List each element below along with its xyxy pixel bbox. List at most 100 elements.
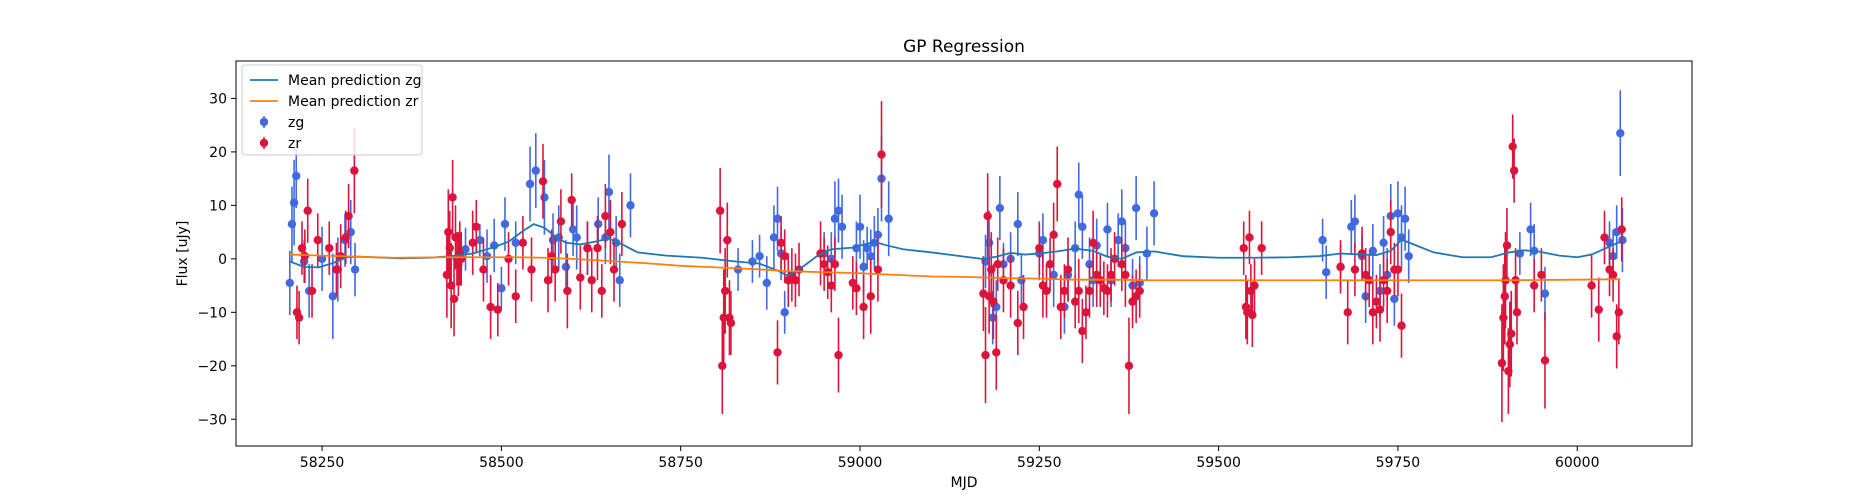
data-point-zr (1382, 286, 1392, 296)
data-point-zr (445, 243, 454, 253)
data-point-zr (1594, 305, 1603, 314)
data-point-zr (444, 227, 453, 237)
data-point-zg (1149, 209, 1159, 218)
data-point-zr (866, 292, 875, 301)
data-point-zg (568, 225, 578, 234)
data-point-zr (780, 251, 789, 261)
data-point-zr (1257, 243, 1266, 253)
data-point-zr (511, 292, 520, 301)
data-point-zr (325, 243, 334, 253)
data-point-zg (626, 201, 635, 210)
data-point-zr (1121, 270, 1130, 280)
data-point-zg (572, 233, 581, 242)
data-point-zg (289, 198, 299, 207)
data-point-zr (834, 350, 843, 360)
data-point-zr (550, 265, 560, 274)
data-point-zg (1404, 251, 1413, 261)
data-point-zg (1390, 294, 1399, 304)
data-point-zr (518, 238, 528, 248)
data-point-zr (992, 348, 1001, 357)
y-axis-title: Flux [uJy] (175, 221, 191, 287)
data-point-zr (341, 233, 350, 242)
data-point-zg (1074, 190, 1083, 199)
data-point-zr (300, 251, 310, 261)
data-point-zg (859, 262, 868, 272)
y-tick-label: −30 (197, 412, 227, 428)
data-point-zr (720, 286, 730, 296)
legend-label: zg (288, 115, 304, 131)
data-point-zr (606, 227, 615, 237)
data-point-zg (862, 243, 872, 253)
y-tick-label: −20 (197, 359, 227, 375)
data-point-zr (587, 276, 596, 285)
data-point-zr (723, 235, 732, 245)
data-point-zr (819, 259, 829, 269)
x-tick-label: 60000 (1555, 455, 1600, 471)
data-point-zg (1049, 270, 1058, 280)
data-point-zg (1078, 222, 1087, 231)
data-point-zg (350, 265, 360, 274)
data-point-zg (1103, 225, 1112, 234)
data-point-zg (762, 278, 771, 288)
data-point-zr (1505, 340, 1515, 349)
data-point-zr (1070, 297, 1080, 306)
data-point-zr (1248, 310, 1257, 320)
data-point-zr (1336, 262, 1345, 272)
data-point-zg (500, 219, 510, 229)
data-point-zg (995, 203, 1005, 213)
data-point-zg (830, 214, 840, 223)
data-point-zr (543, 276, 553, 285)
data-point-zr (617, 219, 627, 229)
data-point-zg (866, 251, 875, 261)
x-tick-label: 58500 (479, 455, 524, 471)
data-point-zr (1393, 265, 1403, 274)
data-point-zr (350, 166, 359, 175)
data-point-zg (1142, 249, 1152, 258)
plot-frame (235, 60, 1693, 447)
data-point-zg (837, 222, 847, 231)
data-point-zr (1060, 286, 1069, 296)
data-point-zr (1512, 308, 1522, 317)
data-point-zr (1372, 297, 1381, 306)
data-point-zr (538, 177, 548, 186)
data-point-zr (987, 265, 996, 274)
data-point-zg (1038, 235, 1048, 245)
legend-label: Mean prediction zr (288, 94, 419, 110)
line-mean-prediction-zr (289, 253, 1621, 282)
data-point-zr (486, 302, 495, 312)
data-point-zg (834, 206, 843, 215)
data-point-zr (1053, 179, 1062, 189)
data-point-zg (1526, 225, 1535, 234)
data-point-zr (576, 273, 585, 282)
data-point-zr (1103, 286, 1112, 296)
y-tick-label: 30 (209, 91, 227, 107)
x-tick-label: 58250 (300, 455, 345, 471)
data-point-zr (1368, 308, 1378, 317)
chart-title: GP Regression (903, 37, 1025, 57)
data-point-zr (547, 251, 556, 261)
data-point-zr (1343, 308, 1352, 317)
y-tick-label: 10 (209, 198, 227, 214)
data-point-zr (344, 211, 353, 221)
data-point-zr (313, 235, 322, 245)
data-point-zr (1497, 358, 1507, 368)
data-point-zr (479, 265, 488, 274)
data-point-zr (1350, 265, 1360, 274)
data-point-zr (989, 297, 998, 306)
data-point-zr (791, 276, 800, 285)
data-point-zr (1509, 166, 1519, 175)
data-point-zr (493, 305, 502, 314)
data-point-zr (873, 265, 883, 274)
data-point-zr (1250, 281, 1259, 290)
data-point-zr (1537, 270, 1546, 280)
data-point-zr (859, 302, 868, 312)
data-point-zg (1131, 203, 1141, 213)
data-point-zg (482, 251, 492, 261)
data-point-zr (1508, 142, 1517, 151)
legend-box (241, 64, 423, 156)
data-point-zr (527, 265, 536, 274)
data-point-zr (609, 265, 619, 274)
data-point-zr (1074, 286, 1083, 296)
